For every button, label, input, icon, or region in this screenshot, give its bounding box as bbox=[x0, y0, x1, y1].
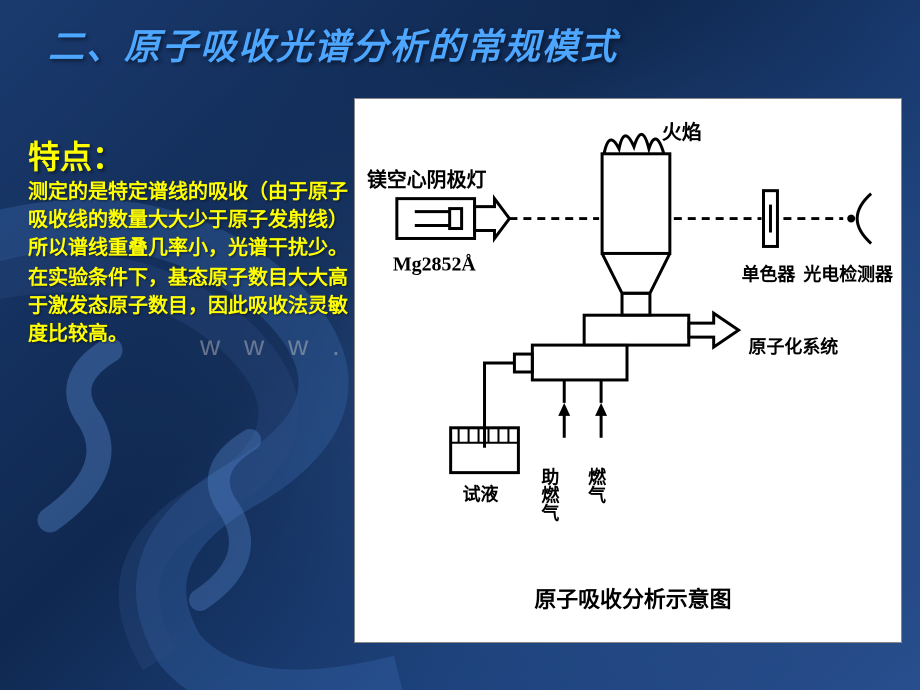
sample-label: 试液 bbox=[463, 484, 499, 505]
lamp-label: 镁空心阴极灯 bbox=[367, 168, 487, 192]
detector-label: 光电检测器 bbox=[802, 263, 894, 284]
subtitle: 特点： bbox=[28, 132, 124, 178]
fuel-arrow bbox=[595, 403, 607, 438]
detector-icon bbox=[847, 194, 871, 244]
oxidant-arrow bbox=[558, 403, 570, 438]
lamp-icon bbox=[397, 199, 510, 239]
diagram-svg: 镁空心阴极灯 Mg2852Å 火焰 单色器 光电检测器 bbox=[355, 99, 901, 642]
flame-icon bbox=[602, 134, 670, 315]
fuel-label: 燃气 bbox=[586, 466, 607, 504]
slide-title: 二、原子吸收光谱分析的常规模式 bbox=[48, 18, 618, 70]
oxidant-label: 助燃气 bbox=[539, 466, 560, 522]
monochromator-label: 单色器 bbox=[742, 263, 797, 284]
diagram-caption: 原子吸收分析示意图 bbox=[534, 587, 731, 612]
body-text: 测定的是特定谱线的吸收（由于原子吸收线的数量大大少于原子发射线）所以谱线重叠几率… bbox=[28, 178, 348, 350]
paragraph-1: 测定的是特定谱线的吸收（由于原子吸收线的数量大大少于原子发射线）所以谱线重叠几率… bbox=[28, 178, 348, 262]
atomizer-label: 原子化系统 bbox=[749, 336, 839, 357]
monochromator-icon bbox=[764, 191, 778, 247]
diagram-container: 镁空心阴极灯 Mg2852Å 火焰 单色器 光电检测器 bbox=[354, 98, 902, 643]
atomizer-icon bbox=[485, 313, 739, 448]
flame-label: 火焰 bbox=[662, 120, 702, 144]
wavelength-label: Mg2852Å bbox=[393, 252, 477, 275]
paragraph-2: 在实验条件下，基态原子数目大大高于激发态原子数目，因此吸收法灵敏度比较高。 bbox=[28, 264, 348, 348]
